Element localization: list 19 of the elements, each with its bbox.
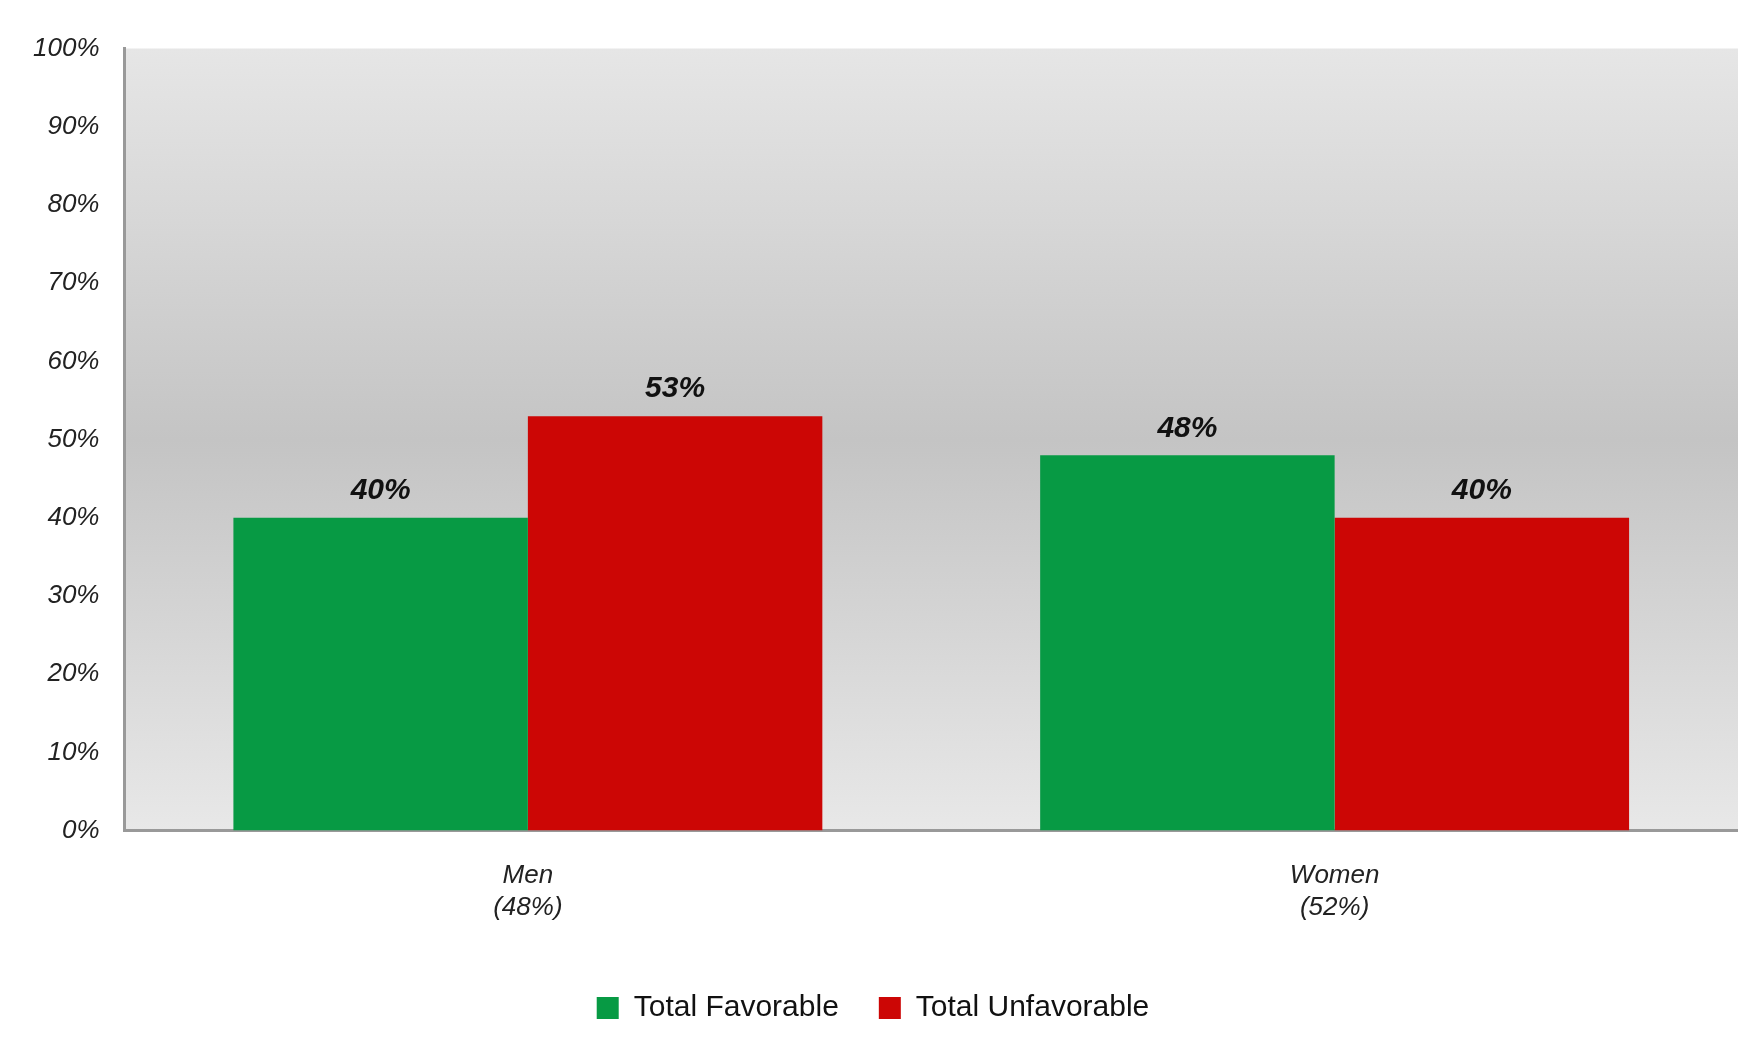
y-tick-label: 30% <box>47 579 100 610</box>
text: 53% <box>645 370 706 404</box>
text: 48% <box>1157 409 1218 443</box>
y-tick-label: 10% <box>47 735 100 766</box>
y-tick-label: 40% <box>47 501 100 532</box>
x-tick-label: Men (48%) <box>493 859 563 921</box>
legend-label: Total Unfavorable <box>915 989 1150 1023</box>
y-tick-label: 70% <box>47 266 100 297</box>
legend-label: Total Favorable <box>633 989 839 1023</box>
y-tick-label: 60% <box>47 344 100 375</box>
y-tick-label: 80% <box>47 188 100 219</box>
y-tick-label: 50% <box>47 422 100 453</box>
text: 40% <box>350 472 411 506</box>
y-tick-label: 20% <box>46 657 100 688</box>
y-tick-label: 0% <box>61 813 100 844</box>
y-tick-label: 90% <box>47 110 100 141</box>
x-tick-label: Women (52%) <box>1289 859 1380 921</box>
text: 40% <box>1451 472 1512 506</box>
y-tick-label: 100% <box>33 31 100 62</box>
